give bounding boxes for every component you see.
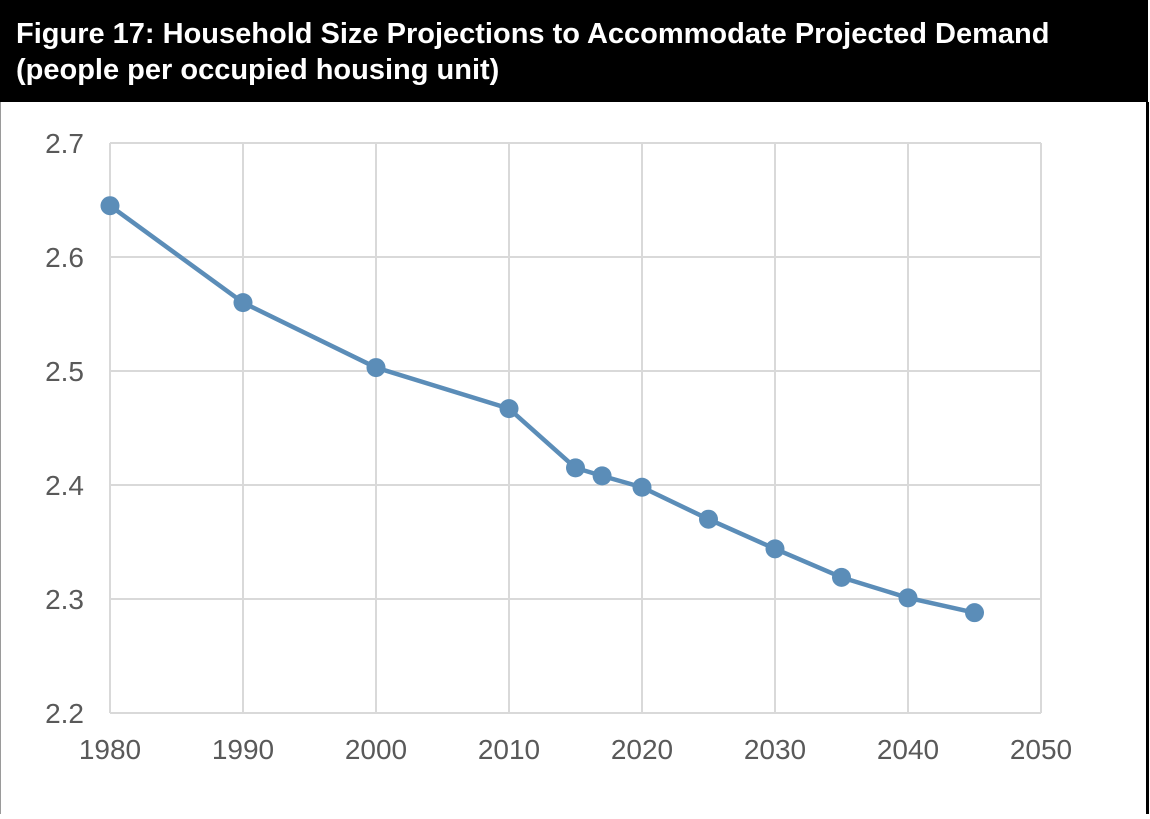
x-tick-label: 2000 <box>345 734 407 765</box>
y-tick-label: 2.6 <box>45 242 84 273</box>
data-point <box>566 458 585 478</box>
y-tick-label: 2.7 <box>45 128 84 159</box>
tick-labels: 2.2 2.3 2.4 2.5 2.6 2.7 1980 1990 2000 2010 2020 20… <box>45 128 1072 765</box>
figure-left-border <box>0 102 1 814</box>
data-point <box>499 399 519 419</box>
x-tick-label: 2010 <box>478 734 540 765</box>
data-point <box>898 588 918 608</box>
figure-title-bar: Figure 17: Household Size Projections to… <box>0 0 1148 102</box>
x-tick-label: 2050 <box>1010 734 1072 765</box>
data-point <box>366 358 386 378</box>
line-chart: 2.2 2.3 2.4 2.5 2.6 2.7 1980 1990 2000 2010 2020 20… <box>45 128 1072 765</box>
data-point <box>699 509 718 529</box>
figure-right-border <box>1146 102 1149 814</box>
data-point <box>832 567 851 587</box>
y-tick-label: 2.3 <box>45 584 84 615</box>
x-tick-label: 1980 <box>79 734 141 765</box>
series-line <box>108 203 975 615</box>
chart-area: 2.2 2.3 2.4 2.5 2.6 2.7 1980 1990 2000 2010 2020 20… <box>0 102 1145 814</box>
data-point <box>592 466 612 486</box>
x-tick-label: 2030 <box>744 734 806 765</box>
data-point <box>632 477 652 497</box>
data-point <box>965 603 984 623</box>
x-tick-label: 2040 <box>877 734 939 765</box>
x-tick-label: 2020 <box>611 734 673 765</box>
y-tick-label: 2.5 <box>45 356 84 387</box>
gridlines <box>109 142 1042 714</box>
x-tick-label: 1990 <box>212 734 274 765</box>
y-tick-label: 2.2 <box>45 698 84 729</box>
data-point <box>765 539 785 559</box>
y-tick-label: 2.4 <box>45 470 84 501</box>
figure-title: Figure 17: Household Size Projections to… <box>16 18 1050 86</box>
series-household-size <box>100 196 984 623</box>
data-point <box>233 293 253 313</box>
data-point <box>100 196 120 216</box>
